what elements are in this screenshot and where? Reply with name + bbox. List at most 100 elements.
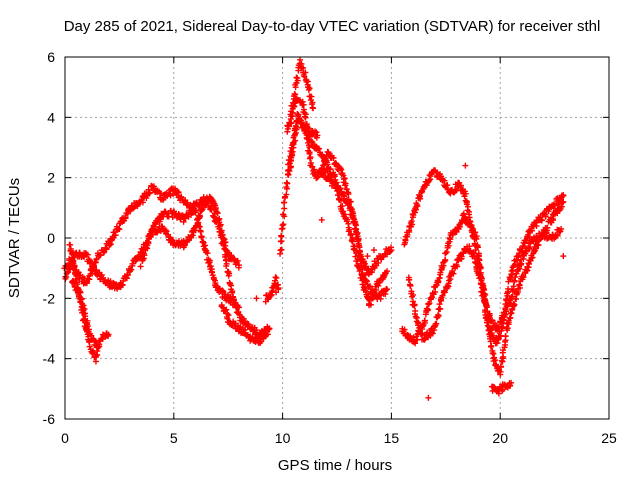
data-point: [82, 310, 89, 317]
data-point: [298, 60, 305, 67]
data-point: [303, 121, 310, 128]
data-point: [107, 241, 114, 248]
x-axis-label: GPS time / hours: [278, 457, 392, 474]
data-point: [223, 260, 230, 267]
data-point: [283, 191, 290, 198]
data-point: [83, 280, 90, 287]
data-point: [301, 73, 308, 80]
data-point: [554, 232, 561, 239]
data-point: [449, 231, 456, 238]
data-point: [175, 211, 182, 218]
data-point: [424, 307, 431, 314]
data-point: [137, 263, 144, 270]
data-point: [181, 241, 188, 248]
data-point: [447, 190, 454, 197]
x-tick-label: 5: [170, 430, 178, 446]
data-point: [67, 241, 74, 248]
data-point: [442, 256, 449, 263]
data-point: [330, 154, 337, 161]
data-point: [421, 317, 428, 324]
chart-title: Day 285 of 2021, Sidereal Day-to-day VTE…: [64, 18, 601, 35]
data-point: [89, 270, 96, 277]
data-point: [560, 253, 567, 260]
data-point: [367, 301, 374, 308]
data-point: [503, 308, 510, 315]
data-point: [275, 286, 282, 293]
data-point: [220, 238, 227, 245]
data-point: [341, 175, 348, 182]
data-point: [352, 222, 359, 229]
data-point: [281, 205, 288, 212]
data-point: [507, 275, 514, 282]
data-point: [148, 226, 155, 233]
data-point: [288, 113, 295, 120]
data-point: [286, 168, 293, 175]
data-point: [437, 271, 444, 278]
data-point: [310, 105, 317, 112]
data-point: [196, 223, 203, 230]
data-point: [356, 254, 363, 261]
data-point: [211, 210, 218, 217]
data-point: [223, 306, 230, 313]
data-point: [306, 144, 313, 151]
y-tick-label: 6: [47, 49, 55, 65]
data-point: [442, 250, 449, 257]
data-point: [84, 323, 91, 330]
data-point: [560, 192, 567, 199]
data-point: [450, 270, 457, 277]
data-point: [458, 253, 465, 260]
data-point: [318, 216, 325, 223]
data-point: [406, 276, 413, 283]
data-point: [401, 241, 408, 248]
data-point: [286, 119, 293, 126]
data-point: [408, 218, 415, 225]
x-tick-label: 10: [275, 430, 291, 446]
data-point: [236, 262, 243, 269]
data-point: [426, 177, 433, 184]
data-point: [182, 215, 189, 222]
data-point: [348, 206, 355, 213]
data-point: [331, 180, 338, 187]
data-point: [129, 260, 136, 267]
data-point: [77, 289, 84, 296]
data-point: [224, 293, 231, 300]
data-point: [234, 257, 241, 264]
data-point: [351, 246, 358, 253]
data-point: [316, 145, 323, 152]
data-point: [306, 155, 313, 162]
data-point: [122, 214, 129, 221]
data-point: [245, 321, 252, 328]
data-point: [219, 287, 226, 294]
data-point: [511, 277, 518, 284]
data-point: [322, 169, 329, 176]
data-point: [453, 228, 460, 235]
data-point: [384, 268, 391, 275]
data-point: [526, 245, 533, 252]
data-point: [457, 182, 464, 189]
data-point: [98, 271, 105, 278]
data-point: [538, 217, 545, 224]
data-point: [413, 201, 420, 208]
data-point: [222, 254, 229, 261]
data-point: [412, 307, 419, 314]
data-point: [508, 310, 515, 317]
data-point: [411, 209, 418, 216]
data-point: [86, 343, 93, 350]
data-point: [406, 228, 413, 235]
data-point: [280, 221, 287, 228]
data-point: [462, 190, 469, 197]
data-point: [302, 114, 309, 121]
y-tick-label: 4: [47, 109, 55, 125]
data-point: [401, 326, 408, 333]
data-point: [116, 226, 123, 233]
data-point: [204, 250, 211, 257]
data-point: [422, 335, 429, 342]
data-point: [384, 286, 391, 293]
data-point: [291, 131, 298, 138]
data-point: [175, 189, 182, 196]
data-point: [441, 289, 448, 296]
data-point: [97, 252, 104, 259]
data-point: [163, 228, 170, 235]
data-point: [369, 286, 376, 293]
